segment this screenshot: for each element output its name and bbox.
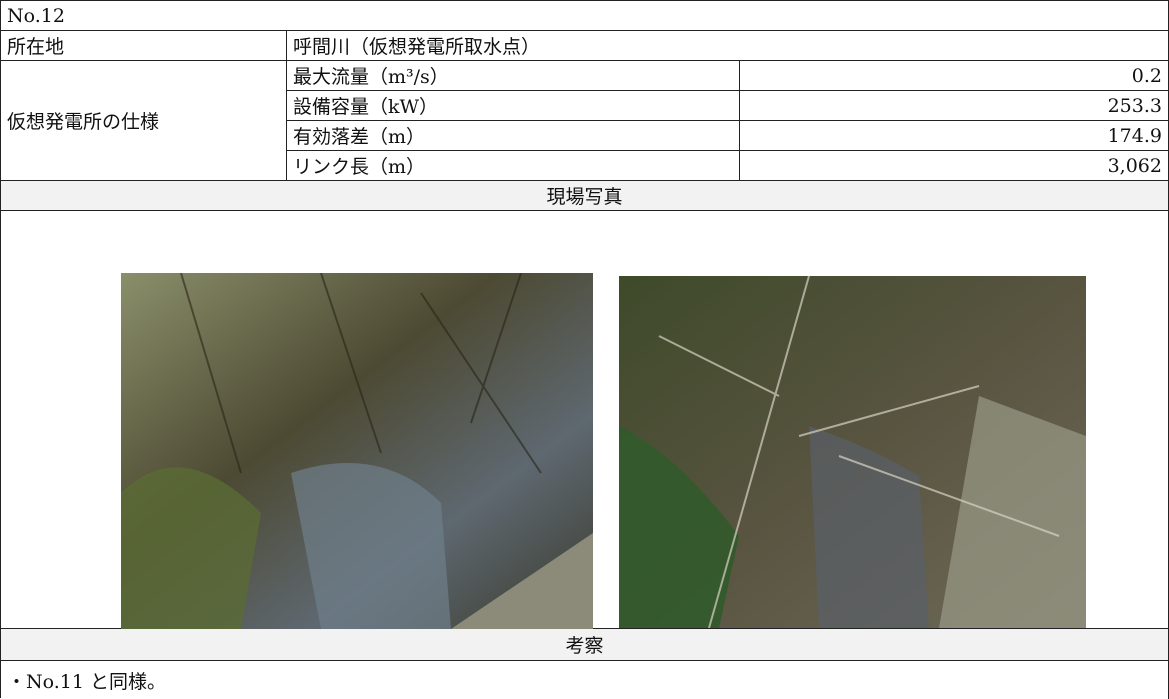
spec-value: 3,062 (740, 151, 1169, 181)
spec-value: 174.9 (740, 121, 1169, 151)
spec-item: 設備容量（kW） (287, 91, 740, 121)
location-label: 所在地 (1, 31, 287, 61)
photo (121, 273, 593, 629)
spec-item: リンク長（m） (287, 151, 740, 181)
spec-value: 253.3 (740, 91, 1169, 121)
spec-label: 仮想発電所の仕様 (1, 61, 287, 181)
spec-item: 最大流量（m³/s） (287, 61, 740, 91)
spec-value: 0.2 (740, 61, 1169, 91)
spec-item: 有効落差（m） (287, 121, 740, 151)
sheet-number: No.12 (1, 1, 1169, 31)
discussion-text: ・No.11 と同様。 (1, 661, 1169, 699)
photo (619, 276, 1086, 628)
location-value: 呼間川（仮想発電所取水点） (287, 31, 1169, 61)
discussion-heading: 考察 (1, 629, 1169, 661)
photos-heading: 現場写真 (1, 181, 1169, 211)
